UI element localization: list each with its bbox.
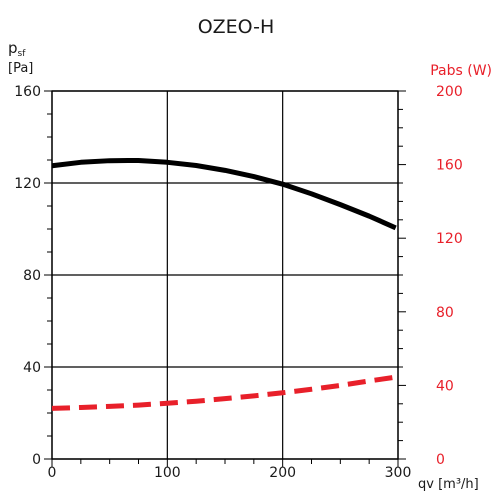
power-curve xyxy=(51,374,397,411)
y-axis-left-label-main: p xyxy=(8,39,18,57)
y-left-tick-label: 40 xyxy=(23,360,41,376)
y-left-tick-label: 0 xyxy=(32,452,41,468)
y-right-tick-label: 160 xyxy=(436,158,463,174)
y-axis-left-label: psf xyxy=(8,39,26,59)
y-axis-right-label: Pabs (W) xyxy=(430,63,492,79)
series xyxy=(51,157,397,411)
chart-title: OZEO-H xyxy=(198,16,275,38)
x-tick-label: 200 xyxy=(269,465,296,481)
x-tick-label: 100 xyxy=(154,465,181,481)
y-left-tick-label: 80 xyxy=(23,268,41,284)
y-left-tick-label: 120 xyxy=(14,176,41,192)
y-right-tick-label: 80 xyxy=(436,305,454,321)
y-left-tick-label: 160 xyxy=(14,84,41,100)
y-right-tick-label: 40 xyxy=(436,378,454,394)
y-right-tick-label: 0 xyxy=(436,452,445,468)
x-axis-label: qv [m³/h] xyxy=(418,477,479,491)
y-axis-left-unit: [Pa] xyxy=(8,61,33,76)
tick-labels: 0 100 200 300 0 40 80 120 160 0 40 80 120 160 200 xyxy=(14,84,462,481)
grid xyxy=(51,90,399,460)
y-right-tick-label: 200 xyxy=(436,84,463,100)
x-tick-label: 0 xyxy=(48,465,57,481)
y-axis-left-label-sub: sf xyxy=(18,49,27,59)
y-right-tick-label: 120 xyxy=(436,231,463,247)
pressure-curve xyxy=(51,157,397,231)
x-tick-label: 300 xyxy=(385,465,412,481)
ticks xyxy=(44,90,406,467)
